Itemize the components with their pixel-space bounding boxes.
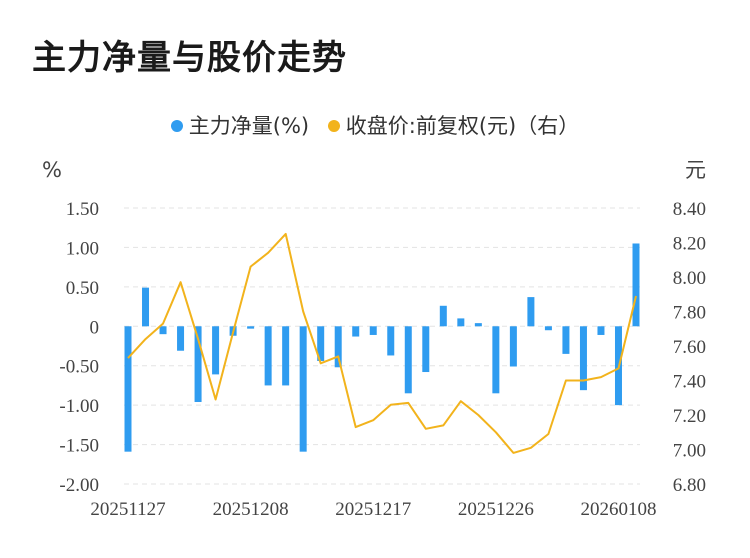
net-volume-bar[interactable] (194, 326, 202, 402)
right-axis-unit: 元 (685, 158, 706, 182)
net-volume-bar[interactable] (492, 326, 500, 394)
legend-dot-icon (170, 120, 183, 132)
right-tick-label: 7.00 (673, 441, 706, 462)
net-volume-bar[interactable] (509, 326, 517, 367)
net-volume-bar[interactable] (369, 326, 377, 335)
net-volume-bar[interactable] (247, 326, 255, 329)
net-volume-bar[interactable] (632, 243, 640, 327)
net-volume-bar[interactable] (177, 326, 185, 351)
net-volume-bar[interactable] (334, 326, 342, 368)
grid-lines (124, 207, 640, 485)
legend-label-close-price: 收盘价:前复权(元)（右） (345, 114, 580, 138)
net-volume-bar[interactable] (457, 318, 465, 327)
net-volume-bar[interactable] (159, 326, 167, 335)
net-volume-bar[interactable] (387, 326, 395, 356)
right-axis-ticks: 8.40 8.20 8.00 7.80 7.60 7.40 7.20 7.00 6.80 (673, 199, 706, 496)
left-axis-unit: % (42, 158, 62, 182)
left-tick-label: 1.00 (66, 238, 99, 259)
net-volume-bar[interactable] (579, 326, 587, 391)
right-tick-label: 6.80 (673, 475, 706, 496)
left-tick-label: 0.50 (66, 278, 99, 299)
legend-label-net-volume: 主力净量(%) (188, 114, 310, 138)
net-volume-bar[interactable] (264, 326, 272, 386)
net-volume-bar[interactable] (124, 326, 132, 452)
net-volume-bar[interactable] (597, 326, 605, 335)
net-volume-bars (124, 243, 640, 452)
left-tick-label: -0.50 (59, 357, 99, 378)
close-price-line[interactable] (127, 232, 637, 454)
x-tick-label: 20251208 (213, 499, 289, 520)
net-volume-bar[interactable] (474, 323, 482, 327)
right-tick-label: 7.20 (673, 406, 706, 427)
left-tick-label: 0 (90, 317, 100, 338)
net-volume-bar[interactable] (142, 287, 150, 327)
net-volume-bar[interactable] (562, 326, 570, 354)
x-tick-label: 20251217 (335, 499, 411, 520)
left-tick-label: -1.00 (59, 396, 99, 417)
right-tick-label: 7.80 (673, 303, 706, 324)
net-volume-bar[interactable] (282, 326, 290, 386)
net-volume-bar[interactable] (439, 305, 447, 327)
right-tick-label: 7.40 (673, 372, 706, 393)
close-price-line-layer (127, 232, 637, 454)
left-tick-label: 1.50 (66, 199, 99, 220)
chart-title: 主力净量与股价走势 (32, 38, 347, 78)
left-tick-label: -1.50 (59, 436, 99, 457)
legend-dot-icon (327, 120, 340, 132)
net-volume-bar[interactable] (317, 326, 325, 361)
x-tick-label: 20251226 (458, 499, 534, 520)
legend-item-net-volume[interactable]: 主力净量(%) (170, 110, 310, 140)
x-tick-label: 20251127 (90, 499, 165, 520)
x-axis-ticks: 20251127 20251208 20251217 20251226 20260108 (90, 499, 656, 520)
right-tick-label: 7.60 (673, 337, 706, 358)
left-tick-label: -2.00 (59, 475, 99, 496)
net-volume-bar[interactable] (544, 326, 552, 331)
net-volume-bar[interactable] (404, 326, 412, 394)
net-volume-bar[interactable] (527, 297, 535, 327)
legend-item-close-price[interactable]: 收盘价:前复权(元)（右） (327, 110, 580, 140)
x-tick-label: 20260108 (580, 499, 656, 520)
left-axis-ticks: 1.50 1.00 0.50 0 -0.50 -1.00 -1.50 -2.00 (59, 199, 99, 496)
right-tick-label: 8.00 (673, 268, 706, 289)
right-tick-label: 8.40 (673, 199, 706, 220)
net-volume-bar[interactable] (299, 326, 307, 452)
legend: 主力净量(%) 收盘价:前复权(元)（右） (0, 110, 750, 140)
right-tick-label: 8.20 (673, 234, 706, 255)
net-volume-bar[interactable] (422, 326, 430, 373)
net-volume-bar[interactable] (352, 326, 360, 337)
net-volume-bar[interactable] (212, 326, 220, 375)
